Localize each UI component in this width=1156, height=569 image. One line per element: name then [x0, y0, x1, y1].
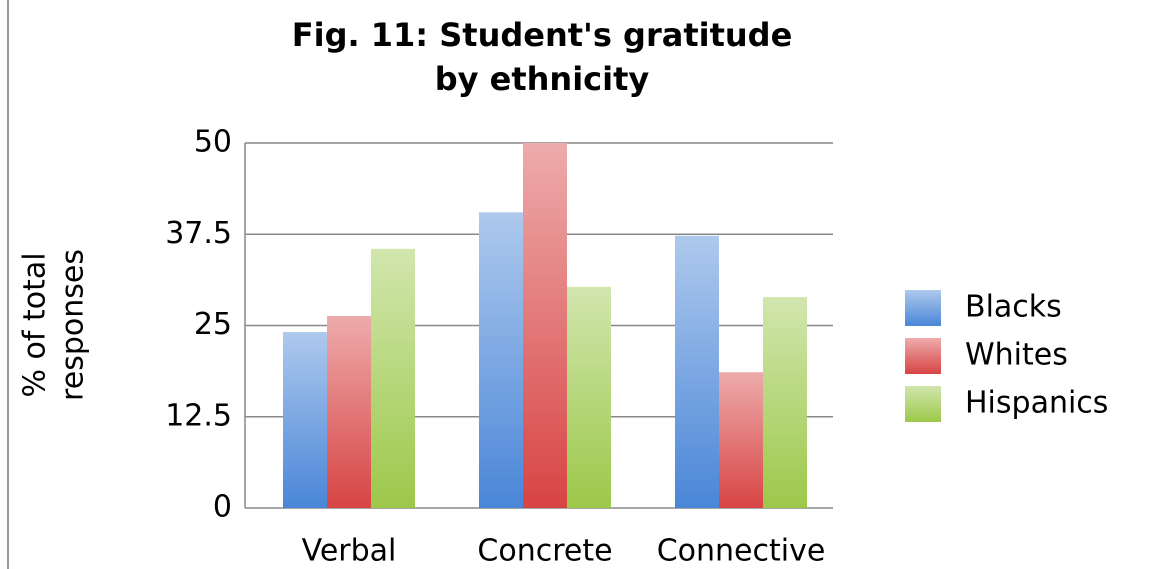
- legend-label: Blacks: [965, 290, 1062, 325]
- y-tick-label: 25: [194, 307, 232, 342]
- legend-label: Hispanics: [965, 386, 1108, 421]
- bar: [719, 372, 763, 508]
- chart-title: by ethnicity: [435, 60, 650, 98]
- chart-title: Fig. 11: Student's gratitude: [292, 16, 793, 54]
- y-tick-label: 0: [213, 490, 232, 525]
- bar: [763, 297, 807, 508]
- bar: [327, 316, 371, 508]
- y-axis-label-line: % of total: [18, 252, 53, 397]
- legend-swatch: [905, 338, 941, 374]
- y-axis-label-line: responses: [56, 249, 91, 401]
- y-axis-label: % of total responses: [18, 249, 91, 401]
- bar: [479, 212, 523, 508]
- y-tick-label: 50: [194, 125, 232, 160]
- bar: [283, 332, 327, 508]
- x-tick-label: Concrete: [477, 534, 612, 569]
- y-tick-label: 12.5: [165, 398, 232, 433]
- bar: [675, 235, 719, 508]
- legend-label: Whites: [965, 338, 1068, 373]
- bar: [523, 143, 567, 508]
- y-tick-label: 37.5: [165, 216, 232, 251]
- bar: [567, 286, 611, 508]
- x-tick-label: Verbal: [302, 534, 397, 569]
- legend-swatch: [905, 386, 941, 422]
- legend-swatch: [905, 290, 941, 326]
- bar: [371, 248, 415, 508]
- x-tick-label: Connective: [657, 534, 826, 569]
